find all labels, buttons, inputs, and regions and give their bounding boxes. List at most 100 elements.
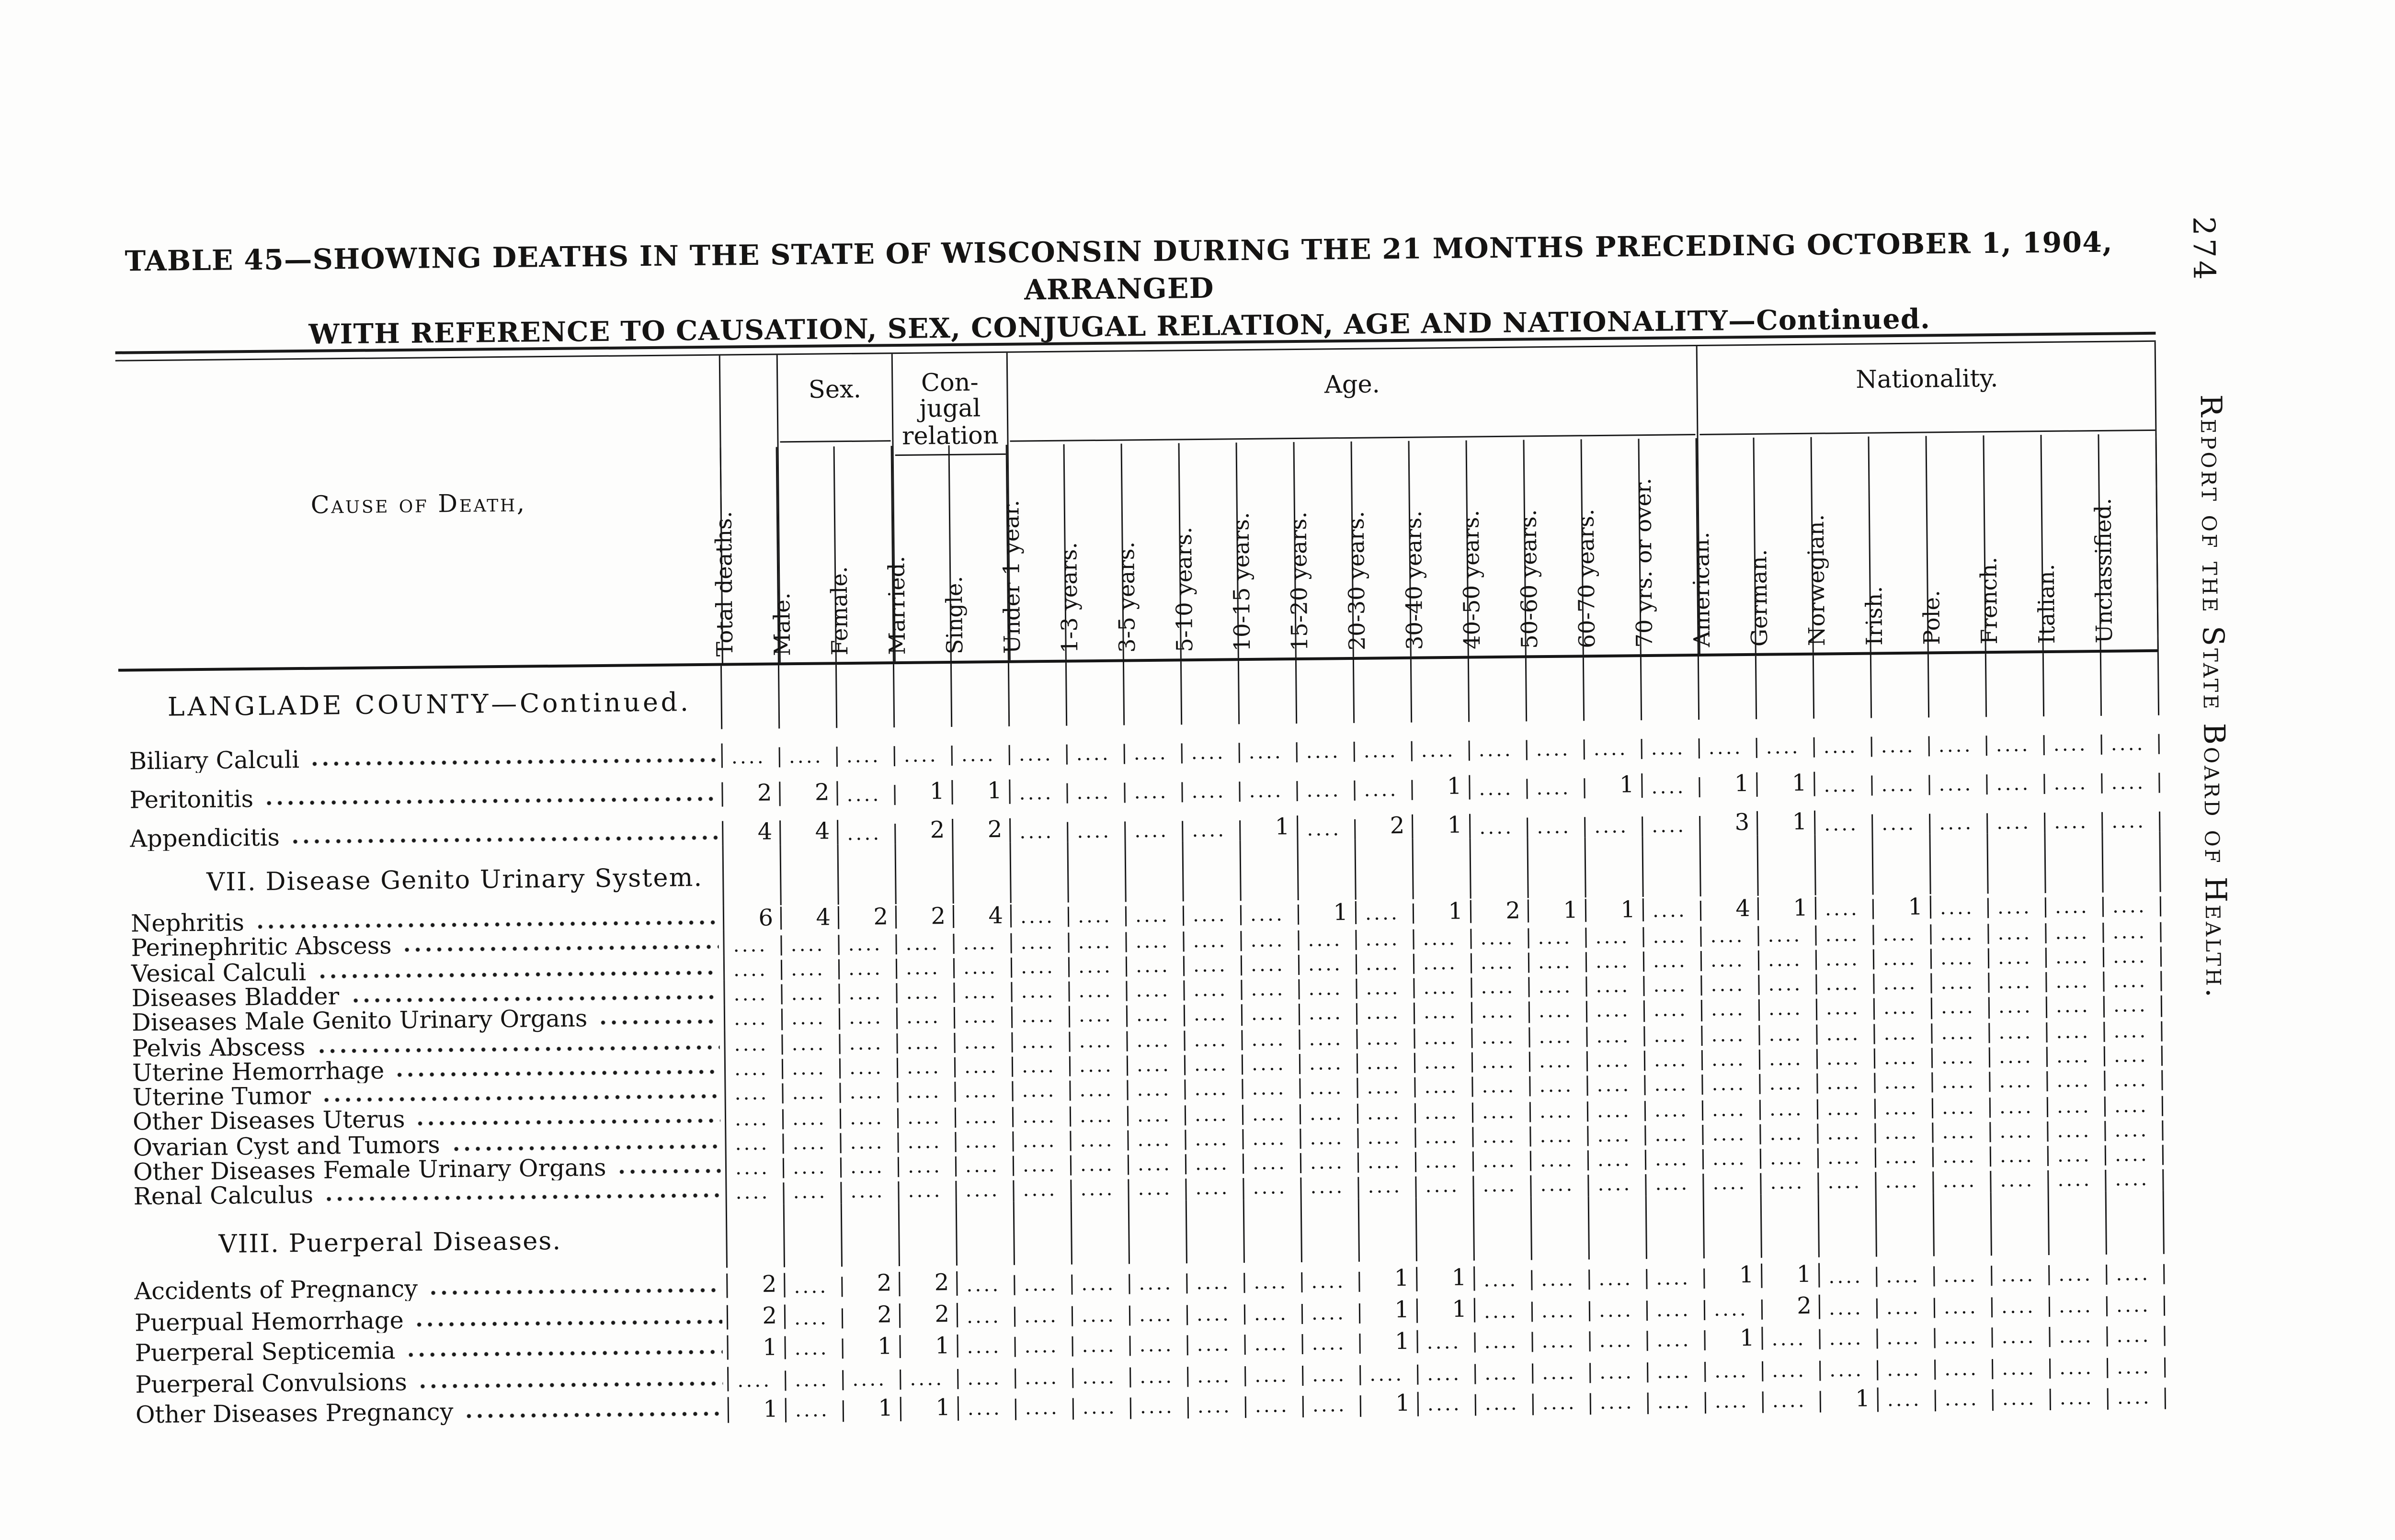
table-cell: .... (1472, 976, 1530, 999)
table-cell: .... (1704, 1173, 1762, 1196)
table-cell: .... (2105, 1069, 2163, 1093)
table-cell: 1 (1413, 773, 1471, 801)
table-cell: .... (1528, 815, 1586, 839)
table-cell: .... (1130, 1303, 1188, 1326)
table-cell: .... (1414, 976, 1472, 1000)
table-cell: .... (1358, 1151, 1417, 1174)
table-cell: .... (1992, 1295, 2051, 1318)
table-cell: .... (2050, 1263, 2108, 1287)
section-heading-cell (1756, 655, 1815, 720)
table-cell: .... (839, 932, 897, 956)
table-cell: 4 (781, 817, 839, 845)
column-header-label: 30-40 years. (1400, 510, 1427, 650)
table-cell: .... (725, 1008, 783, 1031)
section-heading-cell (1585, 837, 1644, 898)
section-heading-cell (1531, 1196, 1590, 1260)
table-cell: .... (837, 745, 895, 768)
table-cell: .... (1474, 1175, 1532, 1198)
table-cell: 4 (723, 818, 781, 846)
table-cell: .... (1126, 819, 1184, 843)
table-cell: .... (1471, 816, 1528, 839)
table-cell: .... (726, 1157, 785, 1180)
table-cell: .... (2104, 995, 2163, 1018)
table-cell: .... (1188, 1365, 1246, 1388)
table-cell: .... (1470, 777, 1528, 801)
table-cell: .... (729, 1369, 787, 1393)
table-cell: .... (1873, 812, 1931, 836)
column-header-label: 70 yrs. or over. (1630, 477, 1657, 647)
table-cell: .... (955, 1030, 1013, 1054)
section-heading-cell (1991, 1191, 2050, 1256)
table-cell: .... (1817, 997, 1875, 1021)
table-cell: .... (2047, 1045, 2106, 1068)
table-cell: 1 (1417, 1295, 1476, 1323)
table-cell: .... (1069, 905, 1127, 929)
table-cell: .... (899, 1155, 957, 1178)
section-heading-cell (779, 665, 838, 729)
table-cell: .... (955, 981, 1013, 1004)
table-cell: .... (1706, 1391, 1764, 1414)
table-cell: .... (1130, 1334, 1188, 1358)
dotted-leader (416, 1118, 721, 1128)
column-header-label: Pole. (1918, 589, 1945, 645)
section-heading-cell (1181, 661, 1240, 725)
table-cell: .... (1818, 1072, 1876, 1095)
table-cell: .... (1816, 923, 1874, 946)
table-cell: .... (955, 1055, 1014, 1079)
table-cell: .... (783, 1032, 841, 1055)
table-cell: .... (1818, 1146, 1877, 1170)
table-cell: .... (1989, 946, 2047, 969)
table-cell: 2 (900, 1269, 958, 1297)
table-cell: .... (782, 958, 840, 981)
table-cell: .... (1246, 1395, 1304, 1418)
section-heading-cell (1761, 1193, 1820, 1257)
row-label: Uterine Tumor (132, 1082, 311, 1111)
row-label-cell: Other Diseases Pregnancy (125, 1397, 730, 1428)
table-cell: .... (1648, 1329, 1706, 1353)
row-label: Uterine Hemorrhage (132, 1056, 385, 1086)
table-cell: .... (1418, 1332, 1476, 1355)
dotted-leader (407, 1348, 723, 1359)
section-heading-cell (1411, 658, 1470, 723)
table-cell: .... (1818, 1121, 1876, 1145)
table-cell: .... (1644, 925, 1702, 948)
table-cell: .... (1012, 1005, 1071, 1029)
table-cell: .... (1528, 777, 1585, 800)
table-cell: .... (1073, 1366, 1131, 1389)
table-cell: .... (1987, 734, 2045, 757)
table-cell: .... (1298, 779, 1356, 803)
table-cell: .... (958, 1305, 1016, 1328)
table-cell: .... (1416, 1150, 1474, 1174)
table-cell: .... (1301, 1177, 1359, 1200)
table-cell: .... (1355, 779, 1413, 802)
table-cell: .... (1703, 1123, 1761, 1146)
table-cell: .... (839, 957, 898, 980)
section-heading-cell (951, 663, 1010, 727)
table-cell: .... (1472, 1026, 1530, 1049)
column-header-label: Norwegian. (1802, 513, 1830, 646)
section-heading-cell (781, 844, 839, 906)
table-cell: .... (1646, 1173, 1704, 1196)
table-cell: .... (1933, 1071, 1991, 1094)
row-label: Other Diseases Uterus (132, 1106, 405, 1135)
dotted-leader (351, 993, 719, 1004)
table-cell: .... (1585, 737, 1642, 761)
table-cell: .... (2108, 1325, 2166, 1348)
table-cell: .... (1131, 1365, 1189, 1389)
table-cell: .... (901, 1368, 959, 1391)
table-cell: .... (1991, 1145, 2049, 1168)
table-cell: .... (1357, 928, 1414, 951)
table-cell: .... (2108, 1356, 2166, 1379)
table-cell: 1 (1528, 895, 1587, 923)
dotted-leader (617, 1167, 721, 1176)
table-cell: .... (1300, 1027, 1358, 1051)
table-cell: .... (2050, 1294, 2108, 1318)
table-cell: .... (1529, 1000, 1588, 1023)
dotted-leader (415, 1317, 723, 1328)
section-heading-cell (1528, 837, 1586, 898)
table-cell: .... (1643, 815, 1701, 838)
table-cell: .... (1242, 1003, 1300, 1026)
table-cell: .... (1820, 1328, 1878, 1351)
table-cell: .... (838, 822, 896, 846)
table-cell: .... (1705, 1298, 1763, 1321)
